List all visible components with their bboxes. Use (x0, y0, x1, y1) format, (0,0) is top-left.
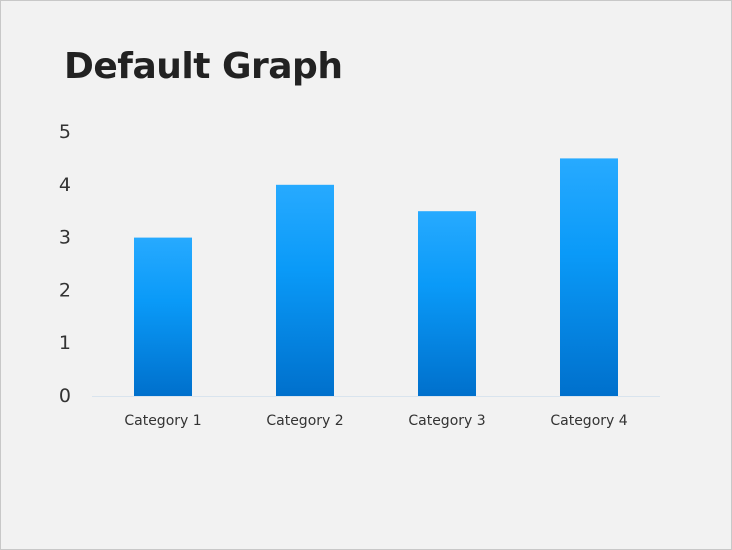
bar-2 (276, 184, 334, 396)
x-tick-label: Category 4 (550, 413, 627, 429)
bar-3 (418, 211, 476, 396)
y-tick-label: 1 (59, 332, 71, 354)
y-tick-label: 5 (59, 121, 71, 143)
y-tick-label: 0 (59, 385, 71, 407)
bars (134, 158, 618, 396)
chart-title: Default Graph (64, 46, 343, 87)
x-tick-label: Category 3 (408, 413, 485, 429)
bar-4 (560, 158, 618, 396)
y-axis: 0 1 2 3 4 5 (59, 121, 71, 407)
y-tick-label: 2 (59, 279, 71, 301)
y-tick-label: 4 (59, 174, 71, 196)
bar-1 (134, 237, 192, 396)
x-tick-label: Category 1 (124, 413, 201, 429)
y-tick-label: 3 (59, 227, 71, 249)
x-tick-label: Category 2 (266, 413, 343, 429)
x-axis: Category 1 Category 2 Category 3 Category 4 (124, 413, 627, 429)
